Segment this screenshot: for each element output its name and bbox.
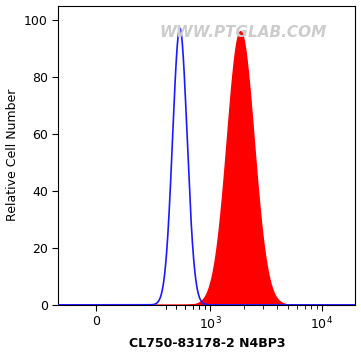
Y-axis label: Relative Cell Number: Relative Cell Number bbox=[5, 89, 18, 221]
Text: WWW.PTGLAB.COM: WWW.PTGLAB.COM bbox=[159, 25, 326, 40]
X-axis label: CL750-83178-2 N4BP3: CL750-83178-2 N4BP3 bbox=[129, 337, 285, 350]
